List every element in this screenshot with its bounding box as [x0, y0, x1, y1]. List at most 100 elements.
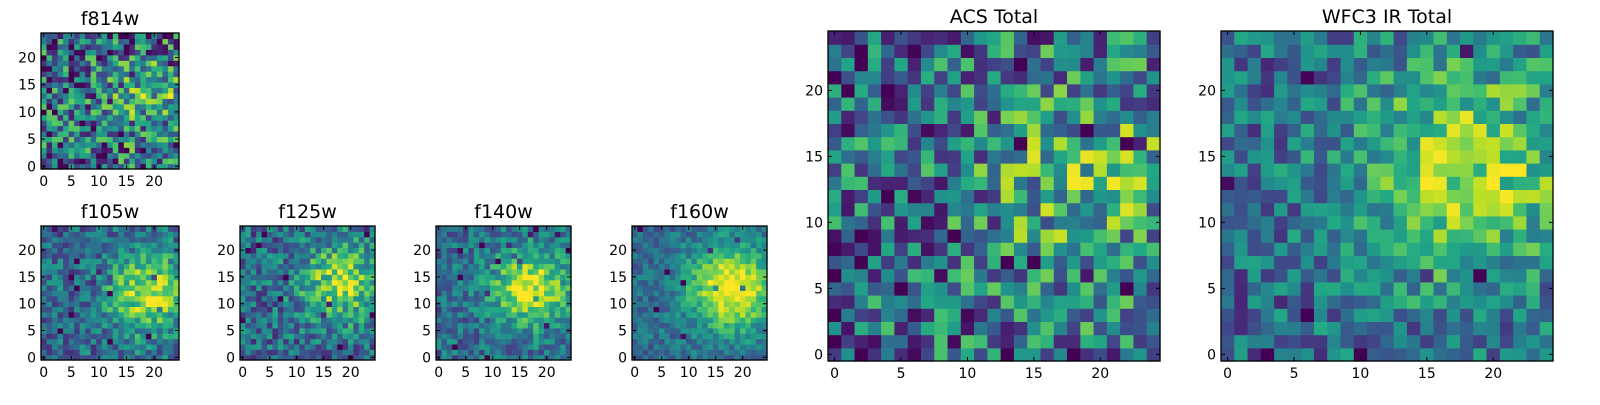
heatmap-cell	[1486, 295, 1501, 309]
heatmap-cell	[1420, 295, 1435, 309]
heatmap-cell	[828, 163, 842, 177]
heatmap-cell	[1486, 189, 1501, 204]
heatmap-cell	[123, 114, 130, 121]
heatmap-cell	[468, 279, 475, 286]
heatmap-cell	[533, 343, 540, 350]
heatmap-cell	[1473, 57, 1488, 72]
heatmap-cell	[167, 284, 175, 291]
heatmap-cell	[745, 306, 752, 313]
heatmap-cell	[828, 229, 842, 243]
heatmap-cell	[680, 327, 687, 334]
heatmap-cell	[490, 252, 496, 259]
heatmap-cell	[436, 252, 442, 259]
heatmap-cell	[718, 247, 725, 254]
heatmap-cell	[145, 322, 152, 329]
heatmap-cell	[90, 354, 97, 361]
heatmap-cell	[468, 290, 475, 297]
heatmap-cell	[123, 317, 130, 324]
heatmap-cell	[140, 158, 147, 165]
heatmap-cell	[167, 268, 175, 275]
heatmap-cell	[245, 231, 252, 238]
heatmap-cell	[1067, 57, 1081, 72]
y-tick-label: 20	[805, 83, 823, 99]
heatmap-cell	[1353, 255, 1368, 270]
heatmap-cell	[907, 31, 922, 45]
heatmap-cell	[74, 274, 81, 281]
heatmap-cell	[57, 295, 64, 302]
y-tick-label: 0	[814, 347, 823, 363]
heatmap-cell	[1313, 202, 1328, 217]
heatmap-cell	[162, 98, 169, 105]
heatmap-cell	[123, 81, 130, 88]
heatmap-cell	[41, 295, 48, 302]
heatmap-cell	[675, 242, 682, 249]
heatmap-cell	[750, 317, 757, 324]
heatmap-cell	[1093, 123, 1108, 138]
heatmap-cell	[272, 311, 279, 318]
heatmap-cell	[1287, 189, 1302, 204]
heatmap-cell	[364, 247, 371, 254]
heatmap-cell	[691, 311, 698, 318]
heatmap-cell	[277, 349, 284, 356]
y-tick-label: 5	[226, 324, 235, 340]
heatmap-cell	[1313, 229, 1328, 243]
heatmap-cell	[173, 38, 180, 45]
heatmap-cell	[527, 236, 534, 243]
heatmap-cell	[867, 97, 882, 111]
heatmap-cell	[79, 338, 86, 345]
heatmap-cell	[129, 114, 136, 121]
heatmap-cell	[79, 279, 86, 286]
heatmap-cell	[96, 284, 103, 291]
heatmap-cell	[85, 87, 92, 94]
heatmap-cell	[140, 98, 147, 105]
heatmap-cell	[1133, 255, 1148, 270]
heatmap-cell	[696, 252, 703, 259]
heatmap-cell	[145, 226, 152, 232]
heatmap-cell	[457, 333, 464, 340]
heatmap-cell	[729, 290, 736, 297]
heatmap-cell	[468, 295, 475, 302]
heatmap-cell	[118, 333, 125, 340]
heatmap-cell	[745, 301, 752, 307]
heatmap-cell	[1080, 202, 1095, 217]
heatmap-cell	[277, 322, 284, 329]
heatmap-cell	[756, 317, 763, 324]
heatmap-cell	[52, 109, 59, 116]
heatmap-cell	[517, 317, 523, 324]
heatmap-cell	[294, 295, 300, 302]
heatmap-cell	[457, 252, 464, 259]
heatmap-cell	[1539, 110, 1554, 124]
heatmap-cell	[854, 31, 869, 45]
heatmap-cell	[134, 152, 141, 159]
heatmap-cell	[1120, 163, 1135, 177]
heatmap-cell	[250, 301, 257, 307]
heatmap-cell	[41, 60, 48, 67]
heatmap-cell	[358, 295, 365, 302]
heatmap-cell	[452, 263, 459, 270]
heatmap-cell	[828, 123, 842, 138]
heatmap-cell	[648, 343, 655, 350]
heatmap-cell	[123, 274, 130, 281]
heatmap-cell	[734, 274, 741, 281]
heatmap-cell	[756, 295, 763, 302]
heatmap-cell	[707, 311, 714, 318]
heatmap-cell	[156, 306, 164, 313]
heatmap-cell	[240, 295, 246, 302]
heatmap-cell	[907, 281, 922, 296]
heatmap-cell	[707, 301, 714, 307]
heatmap-cell	[436, 343, 442, 350]
heatmap-cell	[1327, 70, 1342, 85]
heatmap-cell	[974, 189, 988, 204]
heatmap-cell	[538, 252, 545, 259]
heatmap-cell	[96, 268, 103, 275]
heatmap-cell	[934, 321, 949, 336]
heatmap-cell	[101, 65, 108, 72]
heatmap-cell	[1000, 215, 1015, 230]
y-tick-label: 10	[217, 297, 235, 313]
heatmap-cell	[151, 252, 158, 259]
heatmap-cell	[867, 123, 882, 138]
heatmap-cell	[250, 354, 257, 361]
heatmap-cell	[331, 317, 338, 324]
heatmap-cell	[1221, 202, 1235, 217]
heatmap-cell	[1380, 334, 1395, 349]
